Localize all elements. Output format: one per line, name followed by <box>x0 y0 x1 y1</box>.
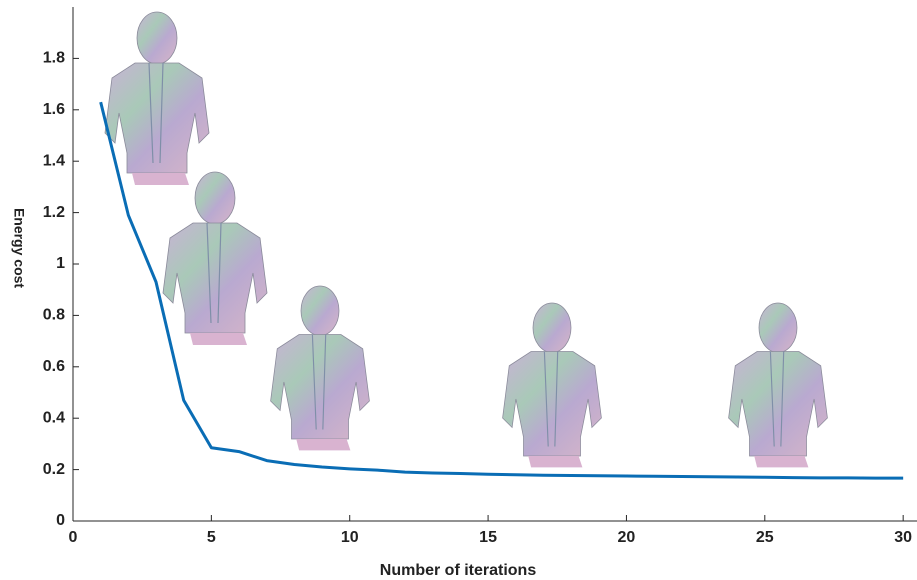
mesh-figure <box>503 303 602 467</box>
page: {"chart_data": {"type": "line", "x_label… <box>0 0 917 580</box>
x-tick-label: 15 <box>479 529 497 546</box>
chart: Number of iterations Energy cost 0 0.2 0.4… <box>0 0 917 580</box>
y-tick-label: 1.2 <box>43 204 65 221</box>
mesh-figure <box>105 12 209 185</box>
y-axis-label: Energy cost <box>11 208 27 288</box>
y-tick-label: 0 <box>56 512 65 529</box>
y-tick-label: 0.4 <box>43 409 65 426</box>
y-tick-label: 1.6 <box>43 101 65 118</box>
y-tick-label: 1.4 <box>43 152 65 169</box>
x-tick-label: 0 <box>69 529 78 546</box>
y-tick-label: 1.8 <box>43 50 65 67</box>
mesh-figure <box>163 172 267 345</box>
mesh-figure <box>729 303 828 467</box>
x-tick-label: 30 <box>894 529 912 546</box>
y-tick-label: 0.8 <box>43 307 65 324</box>
x-tick-label: 20 <box>618 529 636 546</box>
y-tick-label: 0.2 <box>43 461 65 478</box>
x-tick-label: 25 <box>756 529 774 546</box>
x-tick-label: 10 <box>341 529 359 546</box>
y-tick-label: 1 <box>56 255 65 272</box>
x-tick-label: 5 <box>207 529 216 546</box>
x-axis-label: Number of iterations <box>380 562 537 579</box>
y-tick-label: 0.6 <box>43 358 65 375</box>
mesh-figure <box>271 286 370 450</box>
